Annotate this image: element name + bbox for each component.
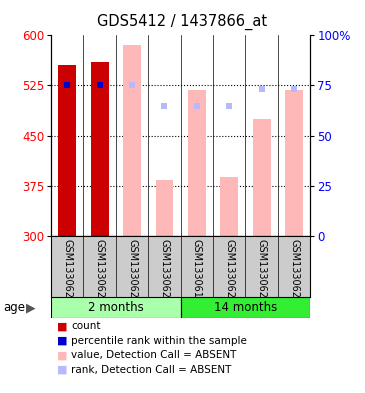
Bar xyxy=(188,90,206,236)
Text: GSM1330623: GSM1330623 xyxy=(62,239,72,304)
Text: ■: ■ xyxy=(57,336,67,346)
Bar xyxy=(181,297,310,318)
Bar xyxy=(58,65,76,236)
Bar xyxy=(91,62,109,236)
Text: ■: ■ xyxy=(57,321,67,331)
Text: rank, Detection Call = ABSENT: rank, Detection Call = ABSENT xyxy=(71,365,231,375)
Text: GSM1330626: GSM1330626 xyxy=(160,239,169,304)
Text: ▶: ▶ xyxy=(26,301,36,314)
Bar xyxy=(253,119,270,236)
Text: value, Detection Call = ABSENT: value, Detection Call = ABSENT xyxy=(71,350,237,360)
Text: GSM1330624: GSM1330624 xyxy=(95,239,105,304)
Text: ■: ■ xyxy=(57,350,67,360)
Bar xyxy=(123,45,141,236)
Text: GSM1330622: GSM1330622 xyxy=(289,239,299,304)
Bar xyxy=(220,177,238,236)
Text: GSM1330625: GSM1330625 xyxy=(127,239,137,304)
Text: 14 months: 14 months xyxy=(214,301,277,314)
Bar xyxy=(155,180,173,236)
Text: ■: ■ xyxy=(57,365,67,375)
Text: 2 months: 2 months xyxy=(88,301,144,314)
Bar xyxy=(51,297,181,318)
Text: percentile rank within the sample: percentile rank within the sample xyxy=(71,336,247,346)
Text: GDS5412 / 1437866_at: GDS5412 / 1437866_at xyxy=(97,14,268,30)
Bar xyxy=(285,90,303,236)
Text: GSM1330619: GSM1330619 xyxy=(192,239,202,304)
Text: count: count xyxy=(71,321,101,331)
Text: GSM1330621: GSM1330621 xyxy=(257,239,267,304)
Text: GSM1330620: GSM1330620 xyxy=(224,239,234,304)
Text: age: age xyxy=(4,301,26,314)
